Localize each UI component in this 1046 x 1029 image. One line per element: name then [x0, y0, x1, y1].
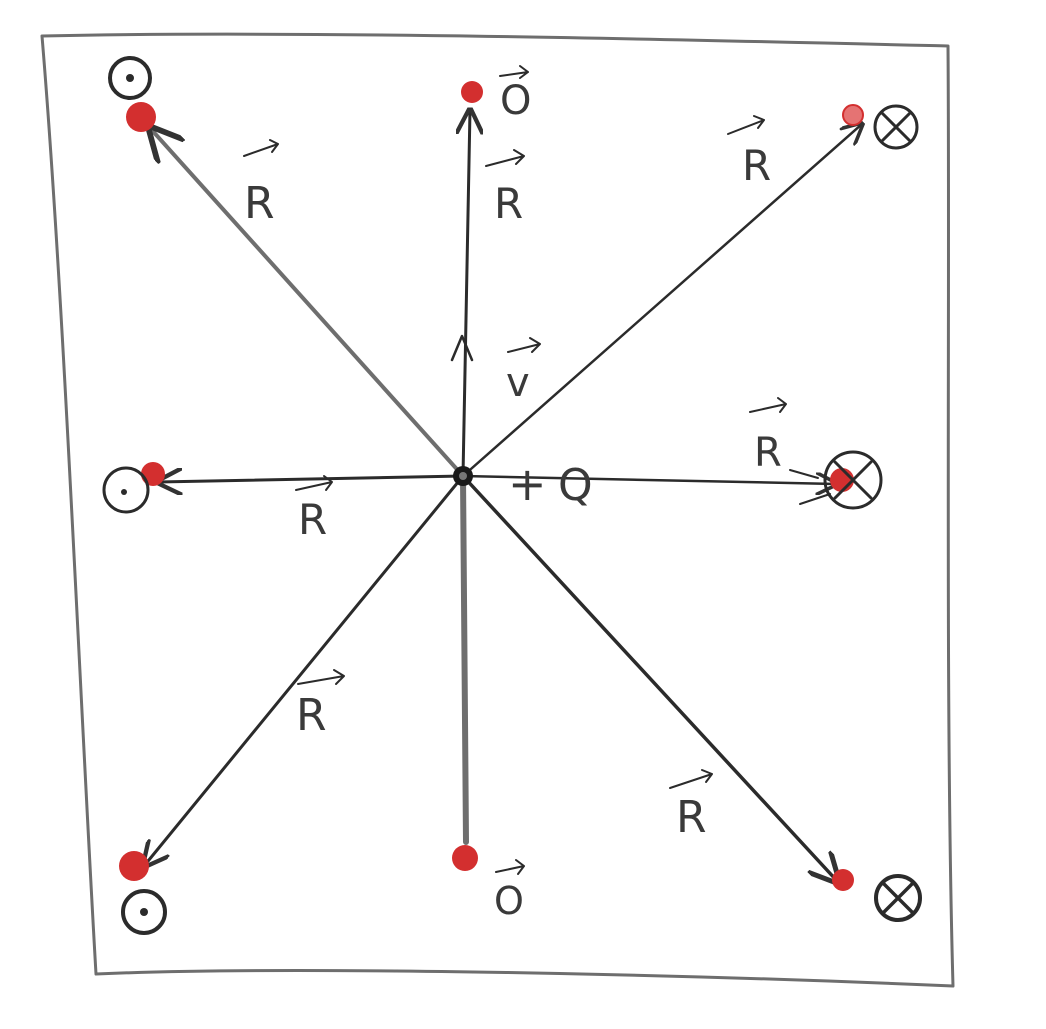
- dot-in-circle-icon: [121, 889, 167, 935]
- test-point-upright: [842, 104, 864, 126]
- right-arrow-tail: [799, 493, 831, 505]
- label-r-downleft: R: [296, 669, 345, 741]
- frame: [40, 32, 955, 988]
- vector-upright: [461, 124, 862, 478]
- svg-text:R: R: [296, 690, 327, 741]
- test-point-upleft: [126, 102, 156, 132]
- vector-downleft: [144, 474, 465, 866]
- label-charge: + Q: [508, 457, 593, 511]
- label-r-upright: R: [727, 115, 771, 190]
- vector-right: [461, 476, 836, 484]
- test-point-right: [830, 468, 854, 492]
- point-charge: [453, 466, 473, 486]
- position-vectors: [144, 110, 862, 882]
- test-point-downleft: [119, 851, 149, 881]
- cross-in-circle-icon: [823, 450, 883, 510]
- test-points: [119, 81, 864, 891]
- svg-text:O: O: [494, 879, 524, 923]
- velocity-arrowhead: [450, 334, 474, 362]
- label-zero-bottom: O: [494, 859, 525, 923]
- svg-text:R: R: [244, 178, 275, 229]
- svg-text:+: +: [508, 457, 547, 511]
- right-label-pointer: [789, 469, 819, 479]
- test-point-up: [461, 81, 483, 103]
- svg-text:R: R: [298, 495, 327, 544]
- label-r-right: R: [749, 397, 787, 476]
- vector-left: [158, 476, 465, 482]
- vector-upleft: [150, 128, 465, 478]
- svg-text:R: R: [742, 141, 771, 190]
- svg-text:R: R: [754, 430, 782, 476]
- vector-downright: [461, 474, 838, 882]
- cross-in-circle-icon: [874, 874, 922, 922]
- svg-text:O: O: [500, 78, 531, 124]
- label-r-left: R: [295, 475, 333, 544]
- label-r-downright: R: [669, 769, 713, 843]
- vector-up: [463, 110, 470, 478]
- test-point-down: [452, 845, 478, 871]
- svg-text:v: v: [506, 360, 530, 406]
- dot-in-circle-icon: [102, 466, 150, 514]
- test-point-downright: [832, 869, 854, 891]
- field-into-page-symbols: [823, 104, 922, 922]
- field-out-of-page-symbols: [102, 56, 167, 935]
- dot-in-circle-icon: [108, 56, 152, 100]
- labels: O O v + Q R R R R: [243, 65, 787, 923]
- label-zero-top: O: [499, 65, 531, 124]
- vector-down: [460, 473, 469, 845]
- label-r-up: R: [485, 149, 525, 228]
- svg-text:R: R: [676, 792, 707, 843]
- svg-text:Q: Q: [558, 460, 593, 511]
- svg-text:R: R: [494, 179, 523, 228]
- test-point-left: [141, 462, 165, 486]
- cross-in-circle-icon: [873, 104, 919, 150]
- label-r-upleft: R: [243, 139, 279, 229]
- label-velocity: v: [506, 337, 541, 406]
